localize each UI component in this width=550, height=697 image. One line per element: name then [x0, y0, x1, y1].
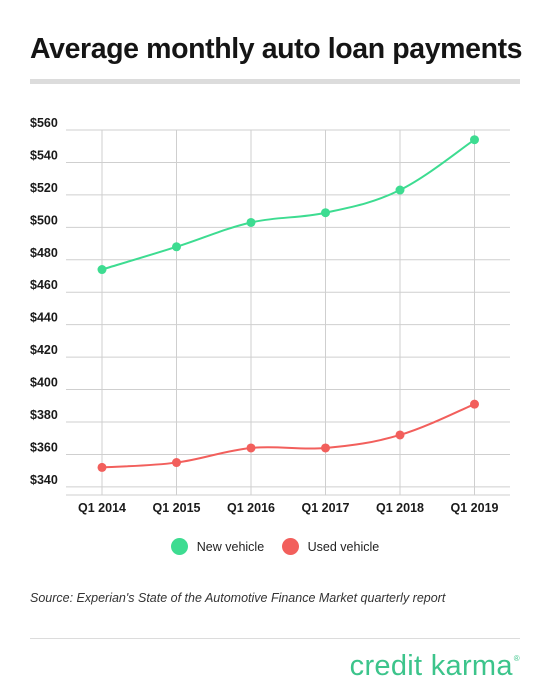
data-point-new-vehicle: [246, 217, 256, 227]
data-point-used-vehicle: [470, 399, 479, 409]
chart-title: Average monthly auto loan payments: [30, 33, 523, 65]
series-line-new-vehicle: [101, 138, 476, 271]
y-tick-label: $480: [30, 246, 58, 260]
legend-item-used-vehicle: Used vehicle: [281, 538, 380, 555]
y-tick-label: $460: [30, 278, 58, 292]
line-chart: $340 $360 $380 $400 $420 $440 $460 $480 $500 $520…: [30, 116, 510, 515]
registered-mark: ®: [513, 654, 520, 663]
title-divider: [30, 79, 520, 84]
y-tick-label: $560: [30, 116, 58, 130]
y-tick-label: $540: [30, 148, 58, 162]
legend-item-new-vehicle: New vehicle: [170, 538, 265, 555]
data-point-used-vehicle: [395, 430, 405, 440]
x-tick-label: Q1 2014: [78, 501, 126, 515]
legend-swatch-new-vehicle: [170, 538, 188, 555]
data-point-used-vehicle: [321, 443, 330, 453]
x-tick-label: Q1 2015: [153, 501, 201, 515]
series-line-used-vehicle: [101, 403, 475, 469]
legend-label-new-vehicle: New vehicle: [196, 539, 265, 554]
x-tick-label: Q1 2018: [376, 501, 424, 515]
data-point-used-vehicle: [246, 443, 256, 453]
data-point-new-vehicle: [97, 265, 107, 275]
x-tick-label: Q1 2016: [227, 501, 275, 515]
y-tick-label: $520: [30, 181, 58, 195]
credit-karma-logo: credit karma ®: [350, 650, 520, 683]
y-tick-label: $340: [30, 473, 58, 487]
y-tick-label: $440: [30, 311, 58, 325]
data-point-new-vehicle: [470, 135, 479, 145]
y-tick-label: $400: [30, 376, 58, 390]
data-point-used-vehicle: [172, 458, 181, 468]
y-tick-label: $500: [30, 213, 58, 227]
y-tick-label: $380: [30, 408, 58, 422]
x-tick-label: Q1 2019: [451, 501, 499, 515]
footer-divider: [30, 638, 520, 639]
data-point-used-vehicle: [97, 462, 107, 472]
data-point-new-vehicle: [172, 242, 181, 252]
data-point-new-vehicle: [395, 185, 405, 195]
x-tick-label: Q1 2017: [302, 501, 350, 515]
source-note: Source: Experian's State of the Automoti…: [30, 591, 446, 605]
brand-name: credit karma: [349, 650, 513, 682]
data-point-new-vehicle: [321, 208, 330, 218]
chart-legend: New vehicle Used vehicle: [0, 538, 550, 558]
legend-swatch-used-vehicle: [281, 538, 299, 555]
y-tick-label: $360: [30, 440, 58, 454]
legend-label-used-vehicle: Used vehicle: [307, 539, 380, 554]
y-tick-label: $420: [30, 343, 58, 357]
